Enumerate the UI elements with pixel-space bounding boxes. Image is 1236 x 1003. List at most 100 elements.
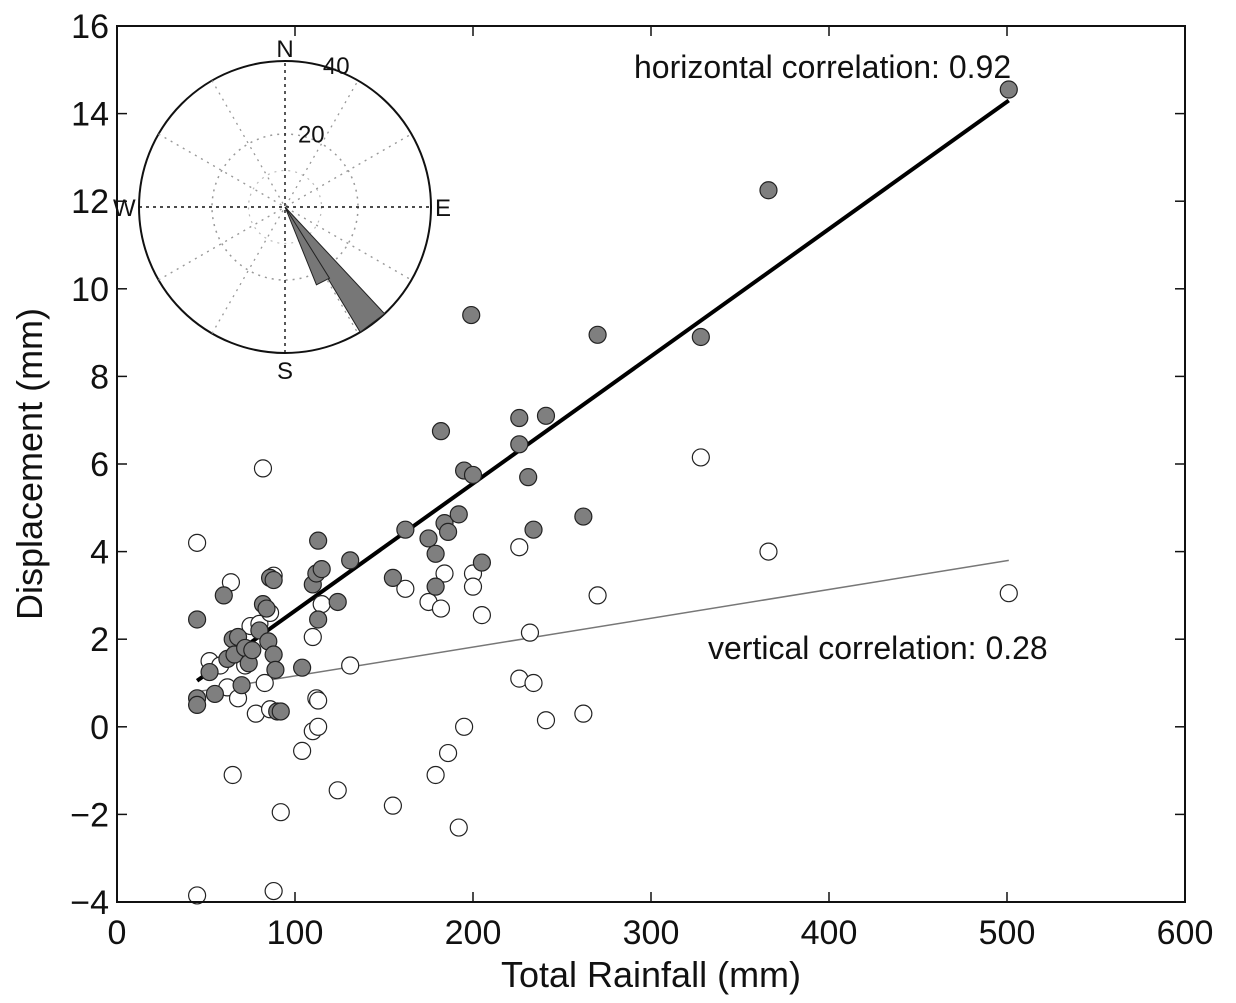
polar-direction-label: S	[277, 358, 293, 385]
x-tick-label: 300	[623, 914, 680, 952]
y-tick-label: 14	[71, 96, 109, 134]
horizontal-displacement-point	[341, 551, 360, 570]
vertical-displacement-point	[999, 584, 1018, 603]
x-tick-label: 500	[979, 914, 1036, 952]
vertical-displacement-point	[303, 627, 322, 647]
y-tick-label: 2	[90, 621, 109, 659]
vertical-displacement-point	[431, 599, 451, 618]
horizontal-displacement-point	[510, 435, 529, 454]
horizontal-displacement-point	[431, 422, 451, 441]
horizontal-displacement-point	[510, 408, 529, 428]
y-tick-label: −4	[70, 884, 109, 922]
vertical-correlation-label: vertical correlation: 0.28	[708, 630, 1048, 666]
horizontal-displacement-point	[243, 641, 262, 660]
horizontal-displacement-point	[257, 599, 276, 618]
x-tick-label: 400	[801, 914, 858, 952]
vertical-displacement-point	[309, 691, 328, 710]
y-tick-label: 16	[71, 8, 109, 46]
vertical-displacement-point	[524, 673, 543, 693]
vertical-displacement-point	[293, 741, 312, 760]
y-axis-label: Displacement (mm)	[9, 308, 50, 620]
points-layer	[188, 80, 1018, 905]
y-tick-label: 12	[71, 183, 109, 221]
horizontal-displacement-point	[264, 570, 283, 590]
horizontal-displacement-point	[205, 684, 224, 704]
horizontal-displacement-point	[449, 505, 468, 524]
vertical-displacement-point	[255, 673, 274, 693]
horizontal-displacement-point	[396, 520, 415, 539]
polar-direction-label: N	[276, 36, 293, 63]
x-axis-label: Total Rainfall (mm)	[501, 954, 801, 995]
polar-wedge	[284, 206, 331, 286]
vertical-displacement-point	[188, 533, 207, 552]
polar-direction-label: E	[435, 195, 451, 222]
horizontal-displacement-point	[524, 520, 543, 539]
horizontal-displacement-point	[232, 676, 251, 695]
vertical-displacement-point	[264, 881, 283, 901]
vertical-fit-line	[196, 559, 1009, 693]
horizontal-displacement-point	[519, 468, 538, 487]
x-tick-label: 200	[445, 914, 502, 952]
y-tick-label: 0	[90, 709, 109, 747]
vertical-displacement-point	[463, 577, 483, 596]
horizontal-displacement-point	[462, 305, 481, 325]
polar-direction-label: W	[113, 195, 136, 222]
horizontal-displacement-point	[383, 568, 402, 587]
x-tick-label: 0	[108, 914, 127, 952]
vertical-displacement-point	[574, 704, 593, 723]
horizontal-displacement-point	[200, 662, 219, 682]
vertical-displacement-point	[328, 781, 347, 800]
vertical-displacement-point	[271, 803, 290, 822]
horizontal-displacement-point	[574, 507, 593, 526]
horizontal-fit-line	[195, 98, 1010, 683]
vertical-displacement-point	[253, 459, 273, 478]
vertical-displacement-point	[341, 656, 360, 675]
horizontal-displacement-point	[588, 325, 607, 344]
vertical-displacement-point	[383, 796, 402, 815]
x-tick-label: 600	[1157, 914, 1214, 952]
horizontal-displacement-point	[419, 529, 438, 548]
y-tick-label: 4	[90, 534, 109, 572]
horizontal-displacement-point	[463, 465, 483, 485]
vertical-displacement-point	[759, 542, 778, 561]
vertical-displacement-point	[435, 564, 454, 583]
vertical-displacement-point	[396, 579, 415, 598]
horizontal-displacement-point	[271, 702, 290, 721]
horizontal-displacement-point	[759, 181, 778, 200]
vertical-displacement-point	[426, 765, 445, 785]
polar-radial-label: 40	[323, 53, 350, 80]
horizontal-displacement-point	[266, 660, 285, 679]
y-tick-label: −2	[70, 796, 109, 834]
plot-frame	[116, 25, 1186, 903]
polar-inset: N S E W 20 40	[113, 36, 451, 385]
ticks-layer: 0 100 200 300 400 500 600 −4 −2 0 2 4 6 8 10 12 14 16	[70, 8, 1213, 952]
horizontal-displacement-point	[691, 327, 710, 347]
vertical-displacement-point	[472, 606, 491, 625]
vertical-displacement-point	[188, 886, 207, 905]
vertical-displacement-point	[438, 743, 458, 763]
polar-radial-label: 20	[298, 121, 325, 148]
horizontal-displacement-point	[438, 522, 458, 541]
horizontal-displacement-point	[188, 695, 207, 715]
horizontal-displacement-point	[472, 553, 491, 572]
vertical-displacement-point	[312, 595, 331, 614]
y-tick-label: 10	[71, 271, 109, 309]
horizontal-displacement-point	[309, 610, 328, 629]
horizontal-displacement-point	[426, 544, 445, 563]
y-tick-label: 6	[90, 446, 109, 484]
fit-lines-layer	[195, 98, 1010, 693]
horizontal-displacement-point	[312, 560, 331, 579]
vertical-displacement-point	[510, 538, 529, 557]
vertical-displacement-point	[536, 711, 556, 730]
vertical-displacement-point	[449, 818, 468, 837]
horizontal-displacement-point	[536, 406, 556, 425]
horizontal-correlation-label: horizontal correlation: 0.92	[634, 49, 1011, 85]
horizontal-displacement-point	[214, 586, 233, 605]
horizontal-displacement-point	[309, 531, 328, 550]
vertical-displacement-point	[223, 765, 242, 785]
vertical-displacement-point	[691, 448, 710, 467]
vertical-displacement-point	[309, 717, 328, 736]
vertical-displacement-point	[588, 586, 607, 605]
horizontal-displacement-point	[999, 80, 1018, 99]
